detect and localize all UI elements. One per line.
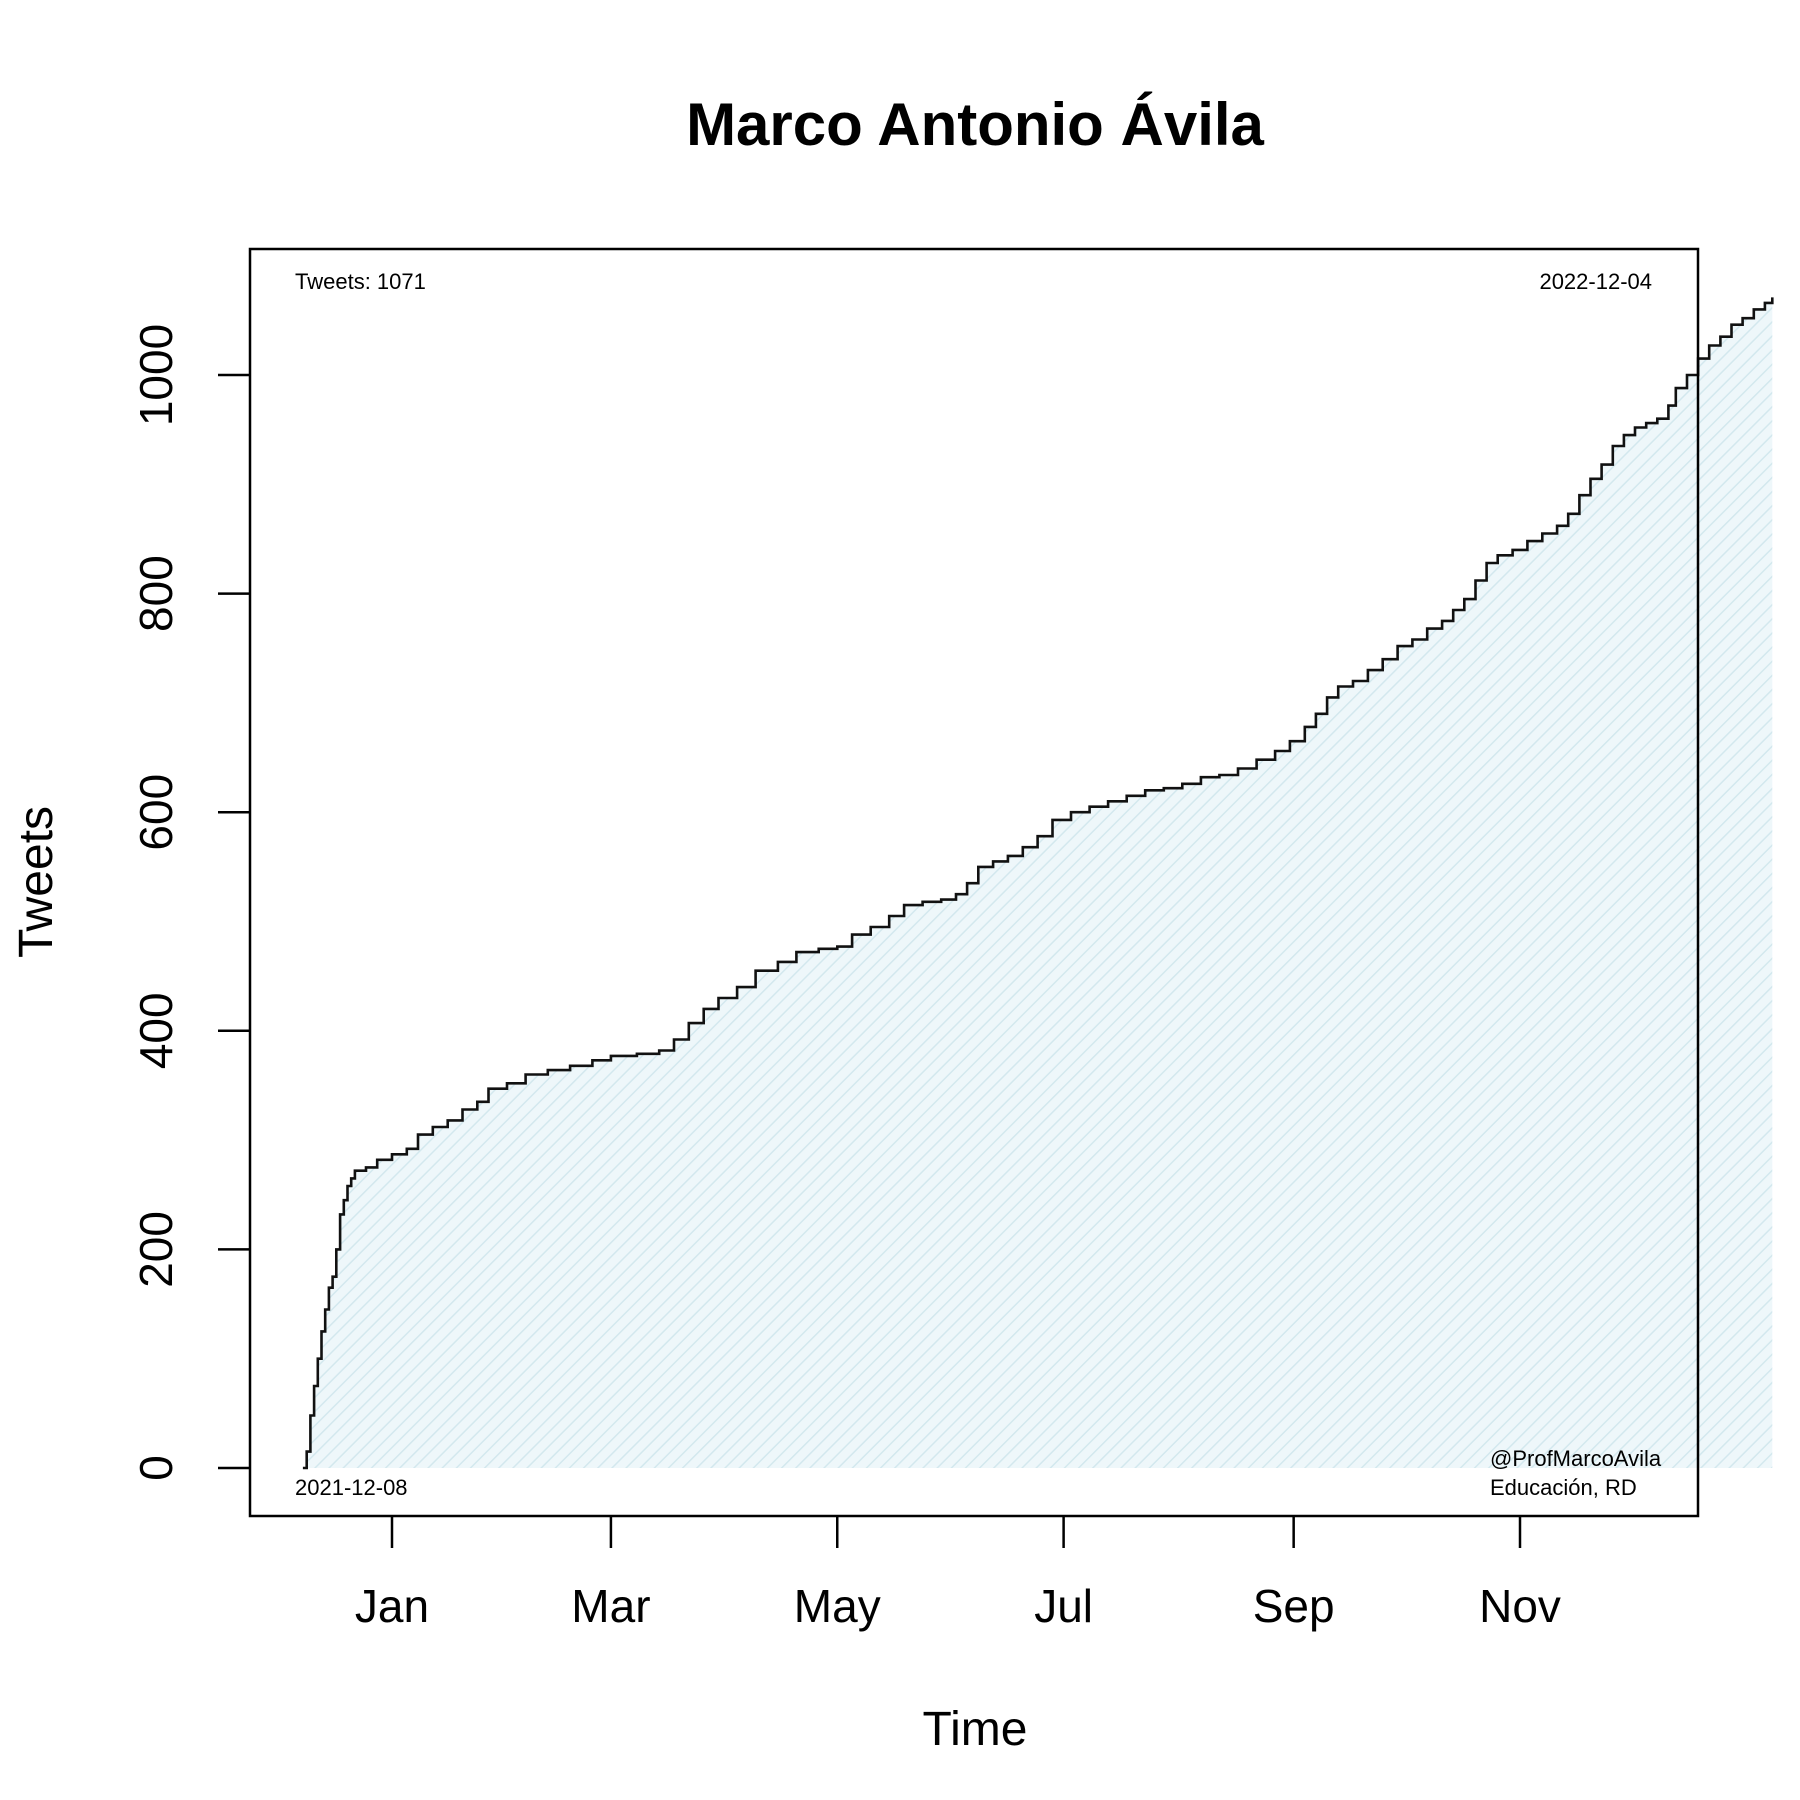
cumulative-tweets-line	[302, 297, 1774, 1470]
y-tick-label: 1000	[130, 324, 182, 426]
end-date-label: 2022-12-04	[1539, 269, 1652, 294]
y-tick-label: 200	[130, 1211, 182, 1288]
twitter-handle-label: @ProfMarcoAvila	[1490, 1446, 1662, 1471]
tweet-count-label: Tweets: 1071	[295, 269, 426, 294]
chart-title: Marco Antonio Ávila	[686, 91, 1264, 158]
x-axis: Jan Mar May Jul Sep Nov	[355, 1516, 1561, 1632]
x-tick-label: Sep	[1253, 1580, 1335, 1632]
x-tick-label: Jan	[355, 1580, 429, 1632]
x-tick-label: Jul	[1034, 1580, 1093, 1632]
affiliation-label: Educación, RD	[1490, 1475, 1637, 1500]
x-tick-label: May	[794, 1580, 881, 1632]
start-date-label: 2021-12-08	[295, 1475, 408, 1500]
y-axis: 0 200 400 600 800 1000	[130, 324, 250, 1481]
y-tick-label: 400	[130, 992, 182, 1069]
y-tick-label: 600	[130, 774, 182, 851]
x-tick-label: Mar	[571, 1580, 650, 1632]
cumulative-area-fill	[302, 297, 1773, 1468]
y-axis-label: Tweets	[10, 806, 63, 958]
y-tick-label: 0	[130, 1455, 182, 1481]
y-tick-label: 800	[130, 555, 182, 632]
x-tick-label: Nov	[1479, 1580, 1561, 1632]
plot-frame	[248, 247, 1700, 1518]
x-axis-label: Time	[923, 1703, 1028, 1756]
